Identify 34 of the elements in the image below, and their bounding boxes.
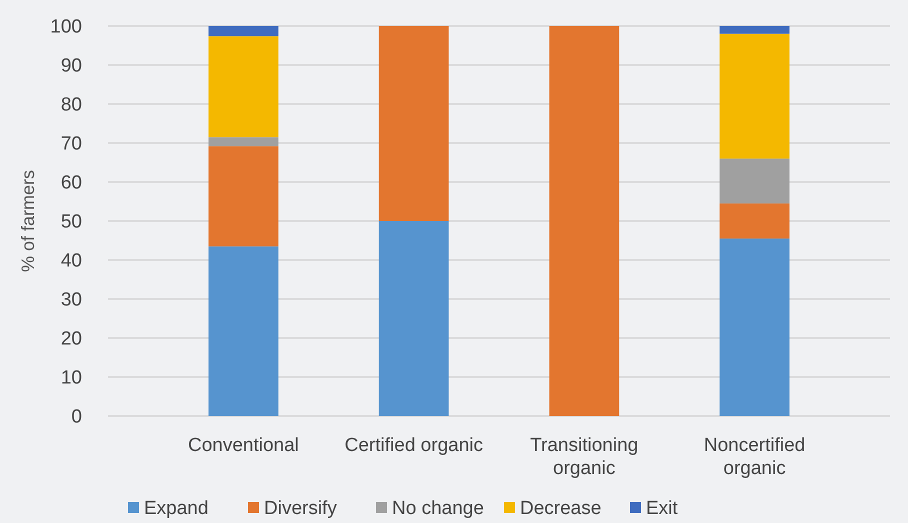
y-tick-label: 40: [60, 250, 82, 272]
bar: [720, 158, 790, 204]
legend-label: No change: [392, 498, 484, 519]
y-tick-label: 0: [71, 406, 82, 428]
y-tick-label: 20: [60, 328, 82, 350]
y-tick-label: 80: [60, 94, 82, 116]
legend-label: Exit: [646, 498, 678, 519]
y-tick-label: 90: [60, 56, 82, 77]
bar: [720, 238, 790, 416]
y-tick-label: 100: [50, 16, 82, 38]
bar: [208, 137, 278, 146]
bar: [720, 203, 790, 239]
y-tick-label: 30: [60, 290, 82, 311]
x-tick-label: Conventional: [188, 435, 299, 456]
x-tick-label: Certified organic: [344, 435, 483, 456]
bar: [720, 26, 790, 34]
bar: [378, 26, 449, 221]
bar: [208, 146, 278, 246]
bar: [549, 26, 620, 416]
bar: [378, 221, 449, 416]
legend-label: Decrease: [520, 498, 602, 519]
y-axis-title: % of farmers: [18, 170, 38, 272]
legend-label: Expand: [144, 498, 208, 519]
x-tick-label: Noncertified organic: [704, 435, 806, 479]
bar: [208, 246, 278, 416]
y-tick-label: 50: [60, 212, 82, 233]
legend-label: Diversify: [264, 498, 338, 519]
y-tick-label: 60: [60, 172, 82, 194]
bar: [208, 36, 278, 138]
bar: [720, 34, 790, 159]
y-tick-label: 70: [60, 134, 82, 155]
bar: [208, 26, 278, 36]
y-tick-label: 10: [60, 368, 82, 389]
x-tick-label: Transitioning organic: [530, 435, 638, 479]
